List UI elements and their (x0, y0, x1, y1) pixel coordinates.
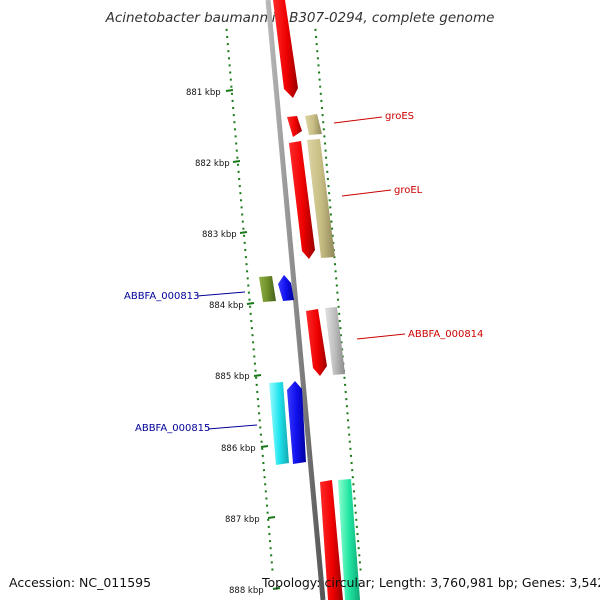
gene-abbfa-000813[interactable] (278, 275, 294, 301)
gene-groel[interactable] (307, 139, 335, 258)
kbp-label: 888 kbp (229, 586, 264, 596)
gene-abbfa-000814[interactable] (325, 307, 345, 375)
label-abbfa-000815[interactable]: ABBFA_000815 (135, 423, 210, 434)
label-abbfa-000814[interactable]: ABBFA_000814 (408, 329, 483, 340)
leader-groes (333, 116, 383, 124)
backbone (265, 0, 326, 600)
gene-red-small[interactable] (287, 116, 302, 137)
gene-mint-bottom[interactable] (338, 479, 360, 600)
kbp-label: 881 kbp (186, 88, 221, 98)
gene-green[interactable] (259, 276, 276, 302)
label-groes[interactable]: groES (385, 111, 414, 122)
reverse-strand-genes (259, 275, 306, 465)
leader-abbfa-000815 (207, 424, 258, 430)
tick-mark (260, 445, 269, 448)
gene-red-bottom[interactable] (320, 480, 343, 600)
kbp-label: 885 kbp (215, 372, 250, 382)
kbp-label: 882 kbp (195, 159, 230, 169)
kbp-label: 886 kbp (221, 444, 256, 454)
kbp-label: 887 kbp (225, 515, 260, 525)
label-groel[interactable]: groEL (394, 185, 423, 196)
tick-ring-inner (225, 28, 274, 571)
gene-labels: groES groEL ABBFA_000814 ABBFA_000813 AB… (124, 111, 483, 434)
tick-mark (253, 374, 262, 377)
gene-red-top[interactable] (273, 0, 298, 98)
tick-mark (246, 302, 255, 305)
label-leaders (196, 116, 406, 430)
genome-stats-text: Topology: circular; Length: 3,760,981 bp… (262, 575, 600, 590)
accession-text: Accession: NC_011595 (9, 575, 152, 590)
tick-mark (225, 89, 234, 92)
kbp-scale: 881 kbp 882 kbp 883 kbp 884 kbp 885 kbp … (186, 88, 281, 596)
gene-red-groel-adjacent[interactable] (289, 141, 315, 259)
gene-blue-lower[interactable] (287, 381, 306, 464)
gene-red-mid[interactable] (306, 309, 327, 376)
map-title: Acinetobacter baumannii AB307-0294, comp… (105, 10, 495, 26)
tick-ring-outer (314, 28, 362, 571)
tick-mark (232, 160, 241, 163)
gene-abbfa-000815[interactable] (269, 382, 289, 465)
forward-strand-genes (273, 0, 360, 600)
tick-mark (272, 587, 281, 590)
leader-abbfa-000814 (356, 333, 406, 340)
tick-mark (267, 516, 276, 519)
leader-groel (341, 189, 392, 197)
tick-mark (239, 231, 248, 234)
label-abbfa-000813[interactable]: ABBFA_000813 (124, 291, 199, 302)
leader-abbfa-000813 (196, 291, 246, 297)
gene-groes[interactable] (305, 114, 322, 135)
kbp-label: 883 kbp (202, 230, 237, 240)
kbp-label: 884 kbp (209, 301, 244, 311)
